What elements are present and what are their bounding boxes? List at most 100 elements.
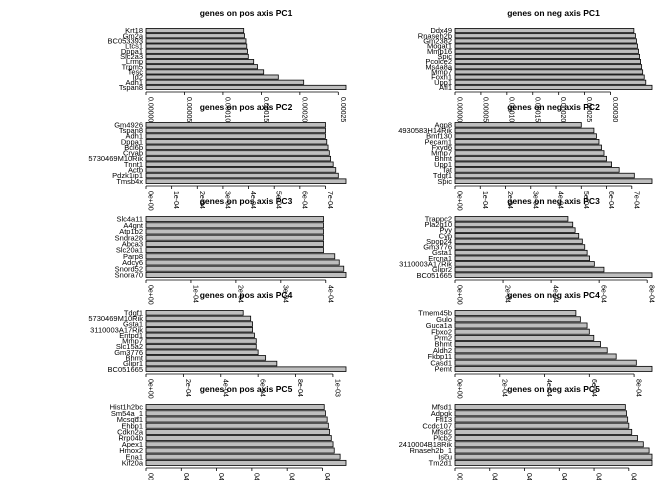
category-label: 2410004B18Rik — [399, 440, 453, 449]
bar — [145, 332, 255, 339]
bar — [454, 133, 597, 139]
bar — [145, 265, 345, 272]
bar — [454, 453, 653, 460]
category-label: Spic — [437, 177, 452, 186]
bar — [145, 84, 347, 90]
category-label: Gm3776 — [114, 348, 143, 357]
panel-title: genes on neg axis PC4 — [507, 290, 600, 300]
x-tick-label: 04 — [560, 473, 567, 480]
bar — [454, 238, 583, 245]
x-tick-label: 2e-04 — [184, 379, 191, 397]
panel-title: genes on pos axis PC2 — [200, 102, 293, 112]
bar — [454, 33, 636, 39]
bar — [145, 349, 259, 355]
category-label: Glipr1 — [123, 359, 143, 368]
category-label: Tdgf1 — [124, 308, 143, 317]
bar — [454, 28, 635, 34]
panel-title: genes on pos axis PC5 — [200, 384, 293, 394]
x-tick-label: 4e-04 — [249, 191, 256, 209]
category-label: A4gnt — [123, 221, 144, 230]
bar — [454, 404, 626, 411]
category-label: Ercna1 — [428, 254, 452, 263]
x-tick-label: 0.00025 — [585, 97, 592, 122]
category-label: Hist1h2bc — [110, 403, 144, 412]
x-tick-label: 6e-04 — [590, 379, 597, 397]
category-label: Slc4a11 — [116, 215, 143, 224]
bar — [145, 43, 248, 49]
bar — [454, 255, 590, 261]
category-label: Slc2a3 — [120, 52, 143, 61]
category-label: Ccdc107 — [422, 421, 452, 430]
category-label: Adh1 — [125, 78, 143, 87]
bar — [454, 310, 577, 317]
bar — [145, 216, 324, 223]
bar — [454, 447, 650, 454]
category-label: Tdgf1 — [433, 171, 452, 180]
category-label: 3110003A17Rik — [90, 325, 143, 334]
category-label: Tspan8 — [119, 126, 143, 135]
category-label: Id2 — [133, 73, 143, 82]
bar — [145, 48, 248, 54]
x-tick-label: 0.00015 — [533, 97, 540, 122]
category-label: Mfsd1 — [432, 403, 452, 412]
bar — [454, 341, 601, 348]
bar — [454, 428, 633, 435]
bar — [454, 53, 640, 59]
bar — [454, 79, 647, 85]
x-tick-label: 2e-04 — [500, 379, 507, 397]
bar — [454, 167, 620, 173]
bar — [145, 234, 324, 241]
category-label: 5730469M10Rik — [88, 154, 143, 163]
bar — [454, 172, 635, 179]
category-label: Gm4926 — [114, 120, 143, 129]
x-tick-label: 3e-04 — [531, 191, 538, 209]
x-tick-label: 0e+00 — [147, 379, 154, 399]
bar — [454, 334, 595, 341]
bar — [145, 366, 347, 372]
x-tick-label: 0e+00 — [456, 191, 463, 211]
category-label: Kif20a — [122, 459, 144, 468]
x-tick-label: 2e-04 — [198, 191, 205, 209]
x-tick-label: 0e+00 — [147, 285, 154, 305]
category-label: Ena1 — [125, 452, 143, 461]
bar — [454, 48, 639, 54]
bar — [145, 28, 245, 34]
bar — [454, 435, 638, 442]
category-label: Gm2382 — [423, 37, 452, 46]
category-label: Sndra28 — [115, 233, 143, 242]
x-tick-label: 04 — [288, 473, 295, 480]
category-label: Cyp — [439, 231, 452, 240]
bar — [145, 338, 257, 344]
category-label: Dppa1 — [121, 47, 143, 56]
bar — [454, 122, 582, 128]
category-label: Abca3 — [122, 240, 143, 249]
bar — [454, 64, 643, 70]
category-label: Tm2d1 — [429, 459, 452, 468]
bar — [145, 79, 305, 85]
category-label: Mmp7 — [431, 68, 452, 77]
x-tick-label: 0e+00 — [147, 191, 154, 211]
bar — [454, 422, 630, 429]
category-label: Pemt — [434, 365, 452, 374]
x-tick-label: 3e-04 — [223, 191, 230, 209]
category-label: Pla2g10 — [424, 220, 452, 229]
bar — [454, 216, 569, 222]
x-tick-label: 6e-04 — [600, 285, 607, 303]
x-tick-label: 1e-04 — [172, 191, 179, 209]
category-label: Bmf130 — [426, 132, 452, 141]
category-label: Bcl6b — [124, 143, 143, 152]
x-tick-label: 1e-04 — [191, 285, 198, 303]
category-label: Fkbp11 — [428, 352, 452, 361]
x-tick-label: 4e-04 — [557, 191, 564, 209]
x-tick-label: 0.00005 — [185, 97, 192, 122]
category-label: 5730469M10Rik — [88, 314, 143, 323]
bar — [454, 272, 653, 278]
x-tick-label: 6e-04 — [259, 379, 266, 397]
panel-title: genes on neg axis PC1 — [507, 8, 600, 18]
category-label: Pyy — [439, 226, 452, 235]
bar — [454, 161, 612, 167]
category-label: Ffl13 — [435, 415, 452, 424]
category-label: Upp1 — [434, 160, 452, 169]
category-label: Actb — [128, 166, 143, 175]
